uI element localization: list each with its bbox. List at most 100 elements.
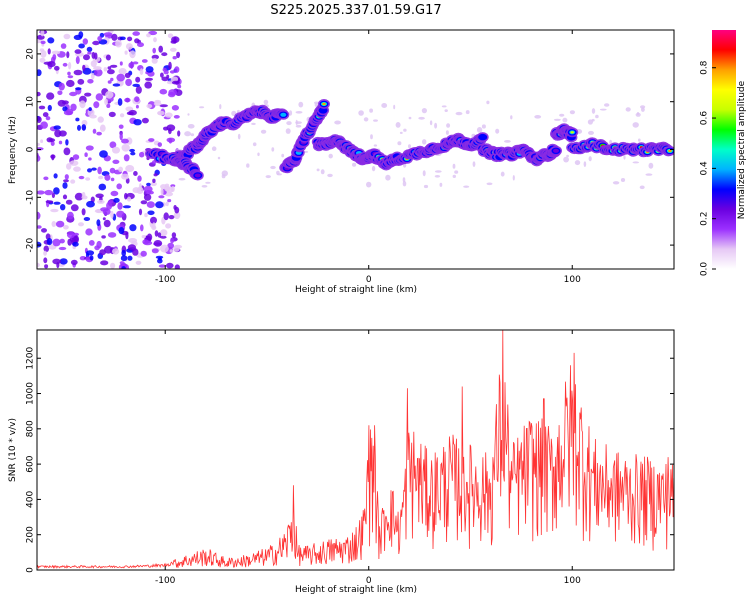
halo-blob bbox=[563, 156, 569, 163]
noise-blob bbox=[132, 248, 139, 256]
spectrogram-xtick-label: 100 bbox=[564, 275, 581, 285]
noise-blob bbox=[91, 51, 96, 59]
noise-blob bbox=[164, 191, 173, 197]
noise-blob bbox=[161, 76, 169, 82]
noise-blob bbox=[153, 173, 158, 177]
noise-blob bbox=[64, 174, 69, 180]
noise-blob bbox=[104, 245, 113, 254]
halo-blob bbox=[257, 152, 260, 157]
noise-blob bbox=[135, 260, 142, 265]
noise-blob bbox=[163, 212, 169, 221]
halo-blob bbox=[434, 122, 438, 129]
snr-ytick-label: 400 bbox=[26, 491, 36, 508]
halo-blob bbox=[251, 122, 256, 125]
noise-blob bbox=[53, 173, 58, 179]
noise-blob bbox=[96, 209, 101, 213]
noise-blob bbox=[127, 244, 136, 251]
noise-blob bbox=[49, 138, 56, 142]
noise-blob bbox=[153, 101, 162, 106]
noise-blob bbox=[145, 66, 154, 73]
noise-blob bbox=[60, 43, 67, 49]
noise-blob bbox=[40, 40, 46, 45]
halo-blob bbox=[566, 154, 569, 158]
noise-blob bbox=[124, 72, 131, 78]
halo-blob bbox=[604, 103, 610, 107]
noise-blob bbox=[53, 125, 61, 130]
noise-blob bbox=[152, 222, 156, 229]
noise-blob bbox=[78, 175, 85, 180]
noise-blob bbox=[51, 221, 57, 227]
noise-blob bbox=[125, 165, 135, 172]
noise-blob bbox=[174, 66, 180, 73]
noise-blob bbox=[100, 260, 109, 266]
noise-blob bbox=[66, 79, 75, 88]
halo-blob bbox=[623, 154, 626, 160]
noise-blob bbox=[90, 196, 95, 203]
noise-blob bbox=[159, 235, 167, 239]
noise-blob bbox=[153, 240, 163, 247]
halo-blob bbox=[639, 185, 645, 190]
noise-blob bbox=[158, 257, 162, 261]
snr-ytick-label: 600 bbox=[26, 455, 36, 472]
halo-blob bbox=[201, 185, 208, 188]
noise-blob bbox=[142, 239, 149, 245]
noise-blob bbox=[37, 211, 41, 220]
halo-blob bbox=[452, 163, 456, 169]
spectrogram-ytick-label: -10 bbox=[26, 190, 36, 205]
noise-blob bbox=[78, 43, 85, 49]
ridge-core bbox=[570, 131, 574, 134]
noise-blob bbox=[160, 72, 164, 78]
noise-blob bbox=[124, 192, 128, 200]
noise-blob bbox=[70, 259, 78, 265]
noise-blob bbox=[47, 48, 51, 55]
halo-blob bbox=[588, 130, 594, 135]
noise-blob bbox=[57, 99, 66, 107]
noise-blob bbox=[93, 66, 102, 71]
noise-blob bbox=[146, 201, 155, 209]
halo-blob bbox=[463, 185, 470, 188]
spectrogram-ytick-label: 20 bbox=[26, 48, 36, 60]
noise-blob bbox=[52, 238, 61, 247]
noise-blob bbox=[83, 217, 91, 221]
noise-blob bbox=[97, 36, 102, 42]
noise-blob bbox=[45, 116, 51, 121]
noise-blob bbox=[68, 61, 72, 70]
halo-blob bbox=[591, 118, 595, 122]
halo-blob bbox=[445, 130, 449, 135]
snr-ytick-label: 800 bbox=[26, 420, 36, 437]
colorbar-tick-label: 0.4 bbox=[700, 161, 710, 176]
noise-blob bbox=[144, 81, 152, 89]
noise-blob bbox=[135, 76, 141, 83]
noise-blob bbox=[127, 36, 133, 42]
noise-blob bbox=[101, 235, 106, 239]
noise-blob bbox=[129, 50, 136, 59]
noise-blob bbox=[170, 184, 176, 188]
halo-blob bbox=[472, 161, 476, 167]
noise-blob bbox=[160, 244, 169, 253]
noise-blob bbox=[81, 191, 86, 199]
noise-blob bbox=[45, 200, 54, 204]
noise-blob bbox=[168, 61, 172, 70]
ridge-inner bbox=[320, 108, 327, 113]
noise-blob bbox=[121, 249, 126, 257]
noise-blob bbox=[177, 84, 182, 89]
noise-blob bbox=[132, 83, 140, 87]
noise-blob bbox=[105, 54, 111, 61]
noise-blob bbox=[75, 87, 82, 91]
noise-blob bbox=[87, 51, 92, 55]
noise-blob bbox=[173, 115, 180, 119]
halo-blob bbox=[187, 124, 195, 129]
ridge-inner bbox=[280, 112, 287, 117]
noise-blob bbox=[102, 217, 106, 221]
noise-blob bbox=[47, 61, 56, 68]
noise-blob bbox=[58, 246, 67, 251]
noise-blob bbox=[139, 151, 145, 158]
halo-blob bbox=[358, 110, 364, 116]
noise-blob bbox=[70, 179, 76, 184]
halo-blob bbox=[328, 153, 333, 159]
noise-blob bbox=[140, 250, 147, 257]
noise-blob bbox=[164, 185, 171, 192]
spectrogram-ytick-label: -20 bbox=[26, 237, 36, 252]
noise-blob bbox=[87, 109, 95, 117]
